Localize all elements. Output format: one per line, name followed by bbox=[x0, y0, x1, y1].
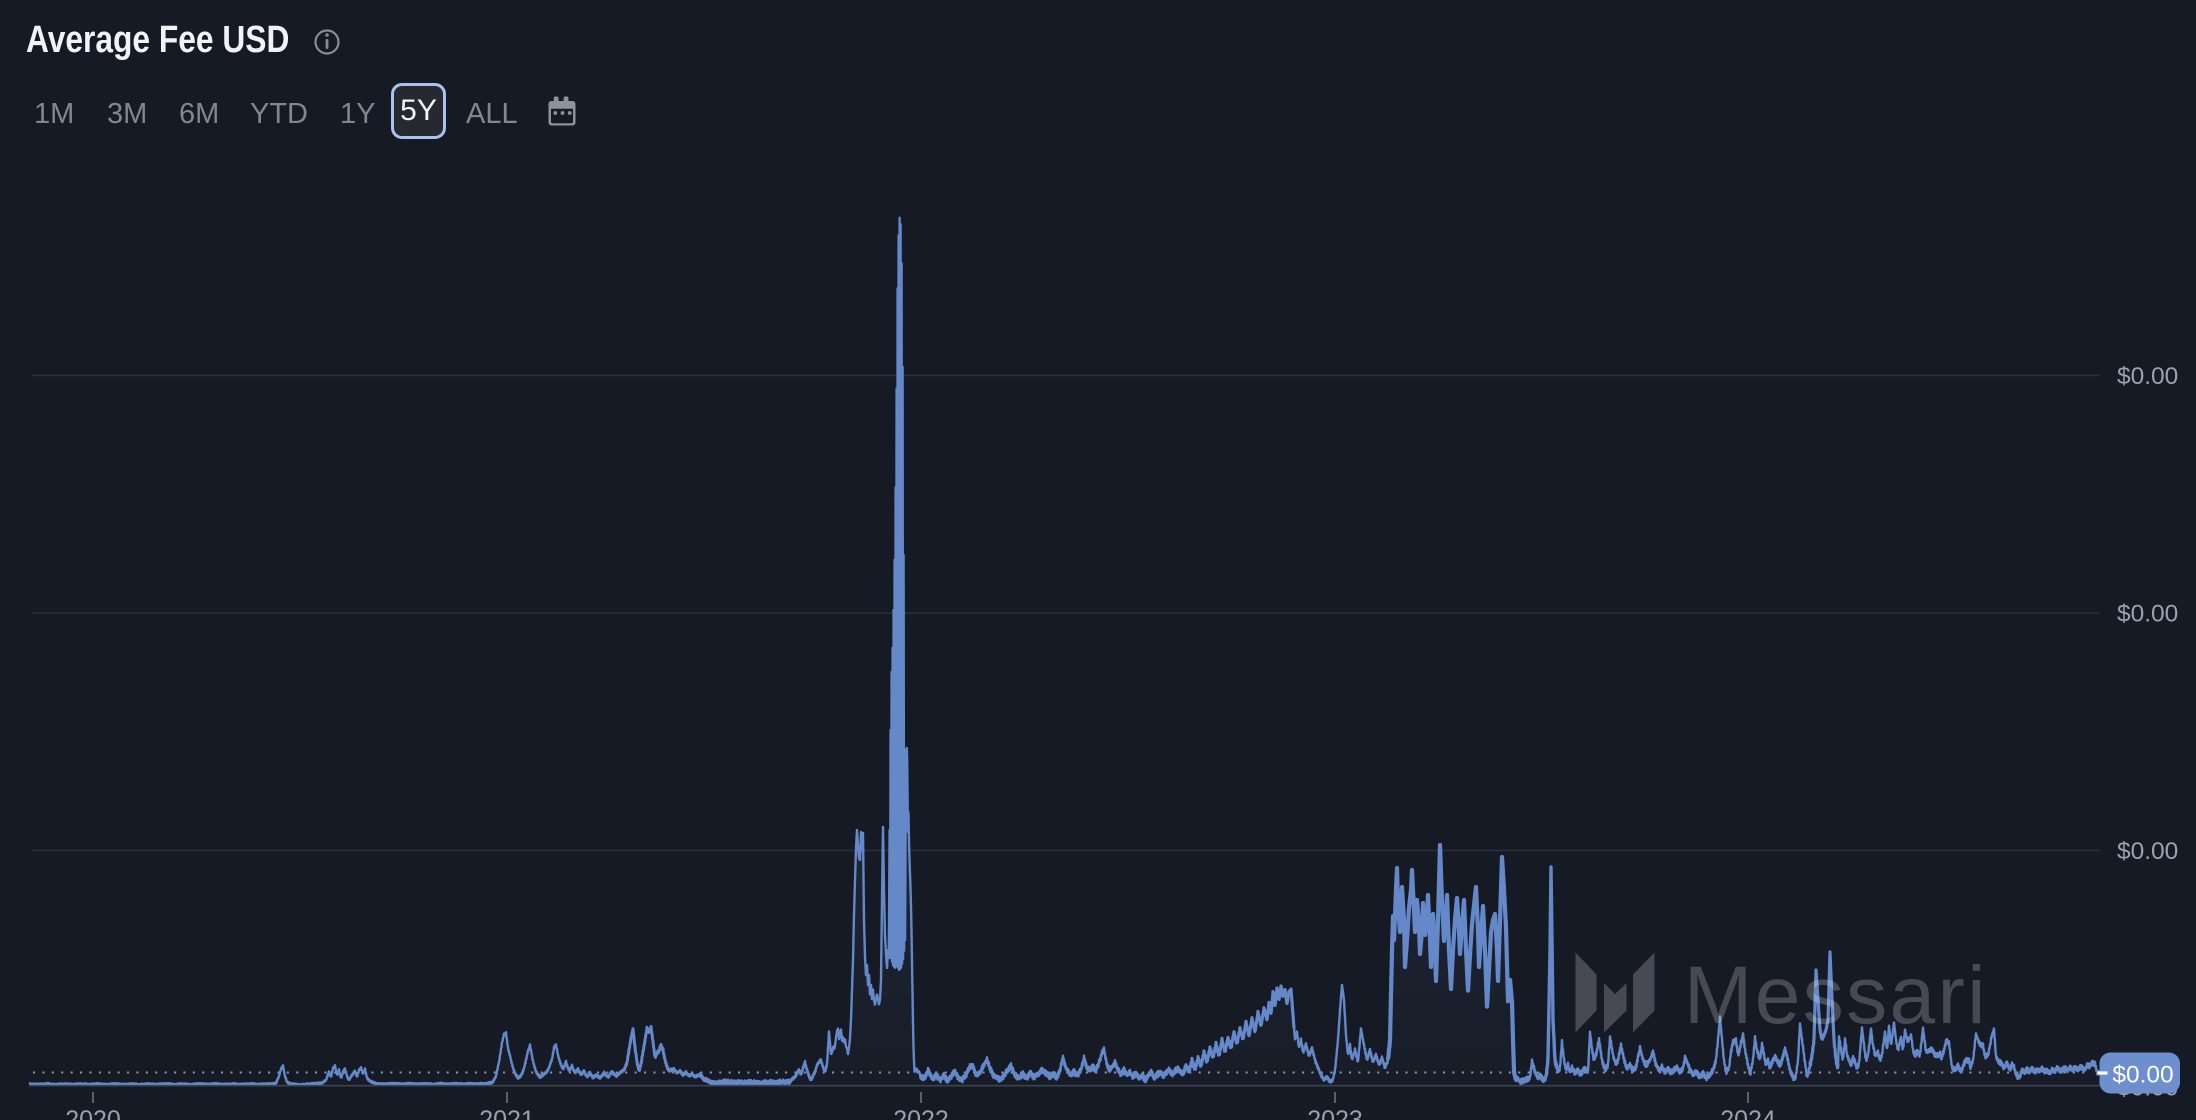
svg-text:$0.00: $0.00 bbox=[2117, 838, 2178, 865]
svg-text:$0.00: $0.00 bbox=[2117, 601, 2178, 628]
svg-text:2020: 2020 bbox=[65, 1106, 121, 1120]
svg-text:2023: 2023 bbox=[1307, 1106, 1363, 1120]
svg-text:Messari: Messari bbox=[1684, 950, 1988, 1041]
svg-text:2021: 2021 bbox=[479, 1106, 535, 1120]
svg-text:$0.00: $0.00 bbox=[2117, 363, 2178, 390]
svg-text:2024: 2024 bbox=[1720, 1106, 1776, 1120]
svg-text:$0.00: $0.00 bbox=[2112, 1062, 2173, 1089]
svg-text:2022: 2022 bbox=[893, 1106, 949, 1120]
